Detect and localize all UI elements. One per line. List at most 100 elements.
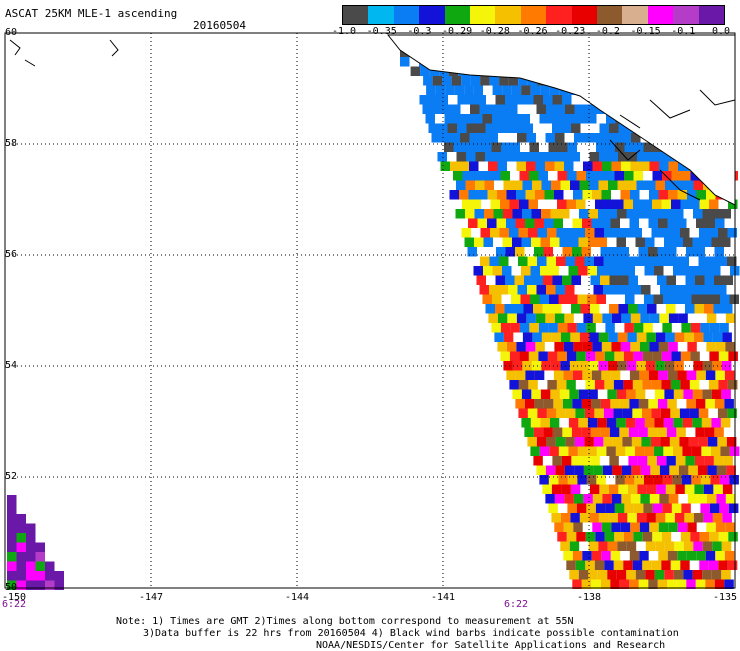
swath-cell bbox=[702, 209, 712, 219]
swath-cell bbox=[650, 285, 660, 295]
swath-cell bbox=[483, 266, 493, 276]
swath-cell bbox=[453, 171, 463, 181]
swath-cell bbox=[563, 551, 573, 561]
swath-cell bbox=[566, 228, 576, 238]
swath-cell bbox=[684, 484, 695, 494]
swath-cell bbox=[552, 123, 562, 133]
swath-cell bbox=[448, 95, 458, 105]
swath-cell bbox=[590, 275, 600, 285]
swath-cell bbox=[589, 180, 599, 190]
swath-cell bbox=[492, 85, 503, 95]
swath-cell bbox=[513, 332, 523, 342]
swath-cell bbox=[471, 228, 481, 238]
swath-cell bbox=[552, 427, 563, 437]
swath-cell bbox=[630, 494, 641, 504]
swath-cell bbox=[633, 532, 643, 542]
swath-cell bbox=[592, 161, 602, 171]
swath-cell bbox=[695, 427, 705, 437]
swath-cell bbox=[450, 161, 460, 171]
swath-cell bbox=[473, 85, 484, 95]
swath-cell bbox=[662, 503, 672, 513]
swath-cell bbox=[542, 152, 552, 162]
swath-cell bbox=[699, 228, 709, 238]
swath-cell bbox=[674, 209, 684, 219]
swath-cell bbox=[527, 104, 537, 114]
swath-cell bbox=[592, 342, 602, 352]
swath-cell bbox=[727, 408, 737, 418]
swath-cell bbox=[706, 522, 716, 532]
swath-cell bbox=[693, 332, 704, 342]
swath-cell bbox=[693, 209, 703, 219]
swath-cell bbox=[483, 85, 493, 95]
swath-cell bbox=[685, 427, 696, 437]
swath-cell bbox=[660, 408, 671, 418]
swath-cell bbox=[530, 266, 540, 276]
swath-cell bbox=[610, 399, 620, 409]
swath-cell bbox=[641, 437, 651, 447]
swath-cell bbox=[699, 199, 709, 209]
swath-cell bbox=[539, 446, 550, 456]
swath-cell bbox=[456, 180, 466, 190]
swath-cell bbox=[16, 514, 26, 524]
swath-cell bbox=[628, 275, 638, 285]
swath-cell bbox=[503, 180, 513, 190]
swath-cell bbox=[603, 256, 613, 266]
swath-cell bbox=[693, 513, 704, 523]
swath-cell bbox=[455, 209, 465, 219]
swath-cell bbox=[416, 85, 427, 95]
swath-cell bbox=[597, 418, 607, 428]
swath-cell bbox=[570, 180, 580, 190]
swath-cell bbox=[647, 275, 657, 285]
swath-cell bbox=[628, 456, 638, 466]
swath-cell bbox=[506, 190, 516, 200]
swath-cell bbox=[702, 361, 713, 371]
swath-cell bbox=[711, 418, 721, 428]
swath-cell bbox=[722, 513, 732, 523]
swath-cell bbox=[655, 513, 666, 523]
swath-cell bbox=[726, 437, 737, 447]
swath-cell bbox=[643, 323, 653, 333]
swath-cell bbox=[727, 256, 737, 266]
swath-cell bbox=[512, 209, 522, 219]
swath-cell bbox=[479, 133, 489, 143]
latitude-tick-label: 50 bbox=[5, 582, 18, 593]
swath-cell bbox=[602, 465, 613, 475]
swath-cell bbox=[548, 475, 559, 485]
swath-cell bbox=[681, 323, 691, 333]
swath-cell bbox=[476, 123, 486, 133]
swath-cell bbox=[714, 579, 725, 589]
swath-cell bbox=[693, 180, 703, 190]
swath-cell bbox=[689, 256, 699, 266]
swath-cell bbox=[647, 456, 657, 466]
swath-cell bbox=[630, 342, 640, 352]
swath-cell bbox=[669, 437, 680, 447]
swath-cell bbox=[26, 580, 36, 590]
swath-cell bbox=[571, 275, 581, 285]
swath-cell bbox=[580, 484, 590, 494]
swath-cell bbox=[698, 256, 708, 266]
swath-cell bbox=[552, 304, 562, 314]
coastline bbox=[386, 34, 736, 206]
swath-cell bbox=[633, 323, 644, 333]
swath-cell bbox=[644, 446, 654, 456]
swath-cell bbox=[646, 484, 657, 494]
swath-cell bbox=[489, 76, 500, 86]
swath-cell bbox=[701, 294, 711, 304]
swath-cell bbox=[642, 380, 652, 390]
swath-cell bbox=[570, 152, 580, 162]
swath-cell bbox=[35, 552, 45, 562]
swath-cell bbox=[501, 114, 511, 124]
swath-cell bbox=[481, 199, 491, 209]
swath-cell bbox=[686, 370, 697, 380]
swath-cell bbox=[491, 323, 501, 333]
swath-cell bbox=[667, 370, 678, 380]
swath-cell bbox=[615, 142, 625, 152]
swath-cell bbox=[724, 579, 734, 589]
swath-cell bbox=[477, 247, 487, 257]
swath-cell bbox=[684, 513, 694, 523]
swath-cell bbox=[601, 370, 611, 380]
swath-cell bbox=[502, 237, 512, 247]
swath-cell bbox=[544, 342, 555, 352]
swath-cell bbox=[667, 399, 677, 409]
swath-cell bbox=[7, 571, 17, 581]
